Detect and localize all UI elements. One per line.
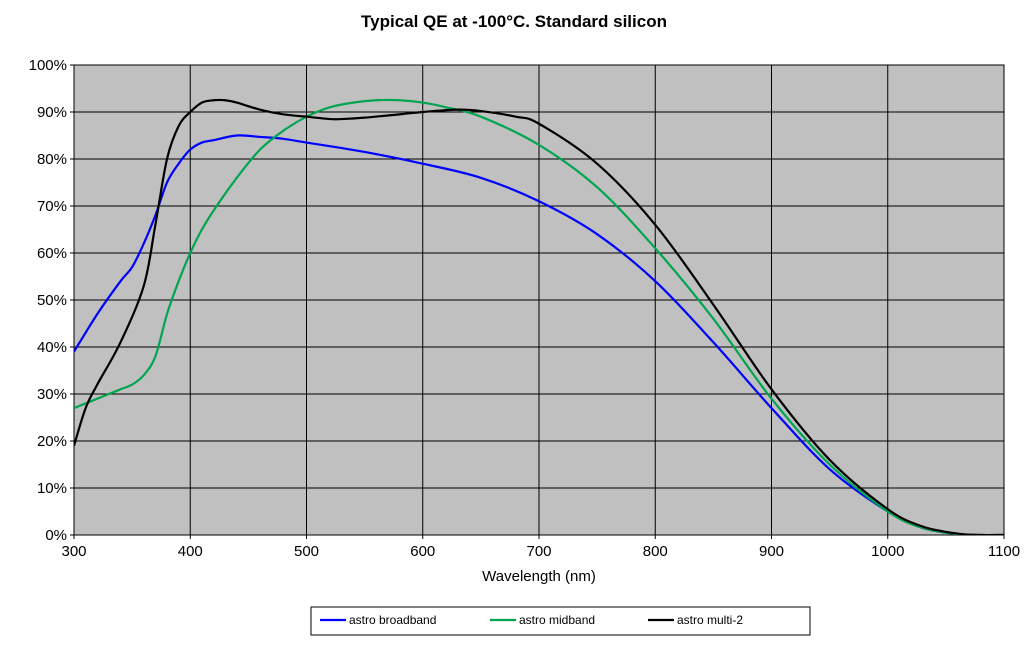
y-tick-label: 20% bbox=[37, 433, 67, 450]
y-tick-label: 30% bbox=[37, 386, 67, 403]
x-tick-label: 500 bbox=[294, 543, 319, 560]
y-tick-label: 80% bbox=[37, 151, 67, 168]
series-line-astro-multi-2 bbox=[74, 98, 1004, 535]
y-tick-label: 50% bbox=[37, 292, 67, 309]
x-axis-label: Wavelength (nm) bbox=[482, 568, 596, 585]
y-tick-label: 90% bbox=[37, 104, 67, 121]
x-tick-label: 800 bbox=[643, 543, 668, 560]
y-tick-label: 0% bbox=[45, 527, 67, 544]
series-line-astro-broadband bbox=[74, 134, 1004, 535]
y-tick-label: 60% bbox=[37, 245, 67, 262]
y-tick-label: 10% bbox=[37, 480, 67, 497]
x-tick-label: 700 bbox=[526, 543, 551, 560]
legend-label: astro midband bbox=[519, 613, 595, 627]
y-tick-label: 100% bbox=[29, 57, 67, 74]
y-tick-label: 70% bbox=[37, 198, 67, 215]
legend-box bbox=[310, 606, 811, 636]
x-tick-label: 1000 bbox=[871, 543, 904, 560]
series-line-astro-midband bbox=[74, 98, 1004, 535]
x-tick-label: 300 bbox=[61, 543, 86, 560]
legend-label: astro multi-2 bbox=[677, 613, 743, 627]
x-tick-label: 1100 bbox=[988, 543, 1020, 560]
legend-label: astro broadband bbox=[349, 613, 436, 627]
x-tick-label: 400 bbox=[178, 543, 203, 560]
y-tick-label: 40% bbox=[37, 339, 67, 356]
x-tick-label: 600 bbox=[410, 543, 435, 560]
x-tick-label: 900 bbox=[759, 543, 784, 560]
chart-title: Typical QE at -100°C. Standard silicon bbox=[361, 12, 667, 31]
